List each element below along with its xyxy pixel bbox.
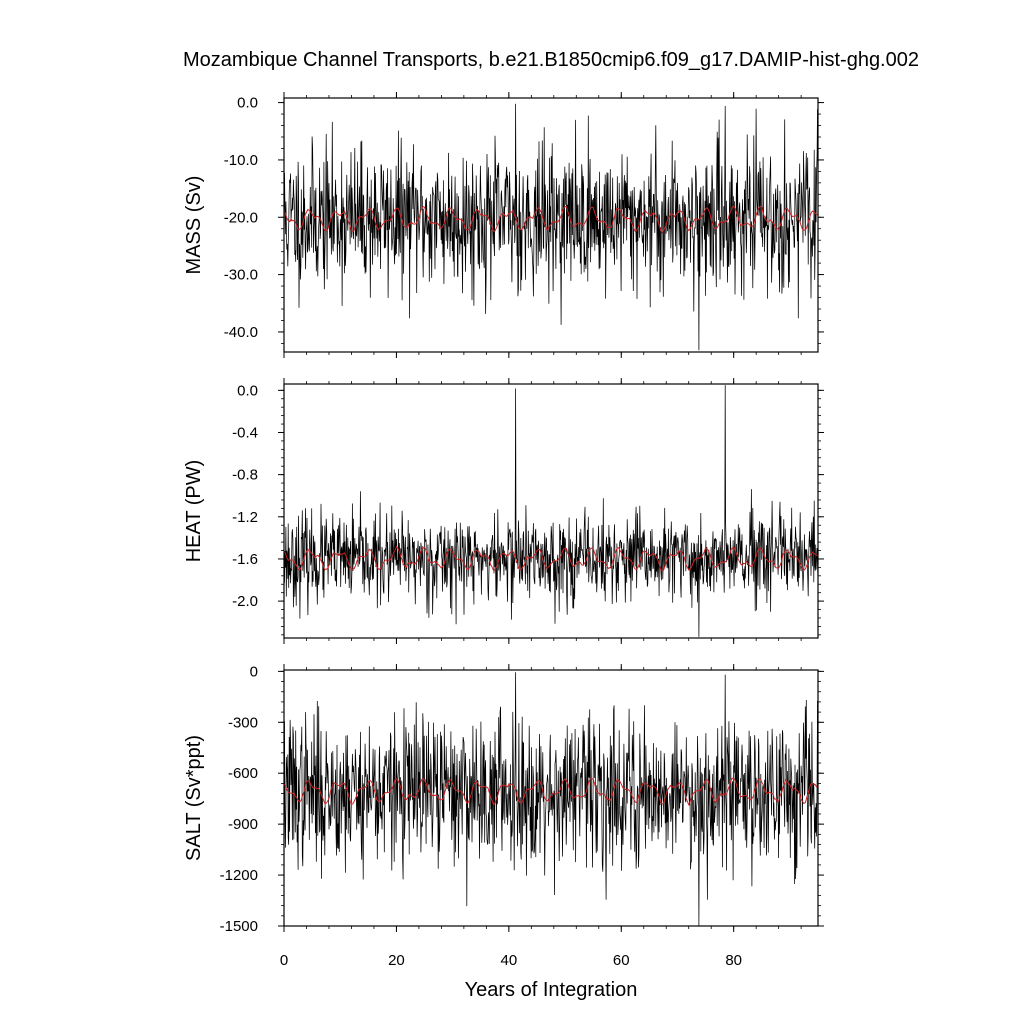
y-tick-label: -600 <box>228 765 258 782</box>
x-tick-label: 60 <box>613 952 630 969</box>
salt-panel: 0 -300 -600 -900 -1200 -1500 0 20 40 60 80 SALT (Sv… <box>183 663 824 969</box>
figure-title: Mozambique Channel Transports, b.e21.B18… <box>183 49 919 71</box>
plot-frame <box>283 383 819 639</box>
monthly-series-line <box>283 672 819 927</box>
y-tick-label: -20.0 <box>224 209 258 226</box>
monthly-series-line <box>283 103 819 351</box>
y-tick-label: 0.0 <box>237 95 258 112</box>
y-tick-label: -0.8 <box>232 467 258 484</box>
y-tick-label: 0.0 <box>237 382 258 399</box>
y-tick-label: -40.0 <box>224 324 258 341</box>
smoothed-series-line <box>283 205 819 234</box>
y-tick-label: -900 <box>228 816 258 833</box>
y-tick-label: -30.0 <box>224 267 258 284</box>
x-axis-title: Years of Integration <box>465 979 638 1001</box>
y-tick-label: -10.0 <box>224 152 258 169</box>
y-tick-label: -0.4 <box>232 424 258 441</box>
heat-panel: 0.0 -0.4 -0.8 -1.2 -1.6 -2.0 HEAT (PW) <box>183 378 824 644</box>
y-tick-label: -1500 <box>220 918 258 935</box>
y-tick-label: -1200 <box>220 867 258 884</box>
smoothed-series-line <box>283 777 819 806</box>
smoothed-series-line <box>283 545 819 571</box>
y-tick-label: -1.2 <box>232 509 258 526</box>
y-axis-title: HEAT (PW) <box>183 460 205 563</box>
x-tick-label: 40 <box>500 952 517 969</box>
mass-panel: 0.0 -10.0 -20.0 -30.0 -40.0 MASS (Sv) <box>183 92 824 358</box>
y-tick-label: -1.6 <box>232 551 258 568</box>
monthly-series-line <box>283 385 819 637</box>
x-tick-label: 0 <box>280 952 288 969</box>
plot-frame <box>283 669 819 927</box>
x-tick-label: 80 <box>725 952 742 969</box>
y-tick-label: -300 <box>228 714 258 731</box>
y-tick-label: -2.0 <box>232 593 258 610</box>
plot-frame <box>283 97 819 353</box>
y-tick-label: 0 <box>250 663 258 680</box>
y-axis-title: MASS (Sv) <box>183 176 205 275</box>
x-tick-label: 20 <box>388 952 405 969</box>
y-axis-title: SALT (Sv*ppt) <box>183 735 205 861</box>
